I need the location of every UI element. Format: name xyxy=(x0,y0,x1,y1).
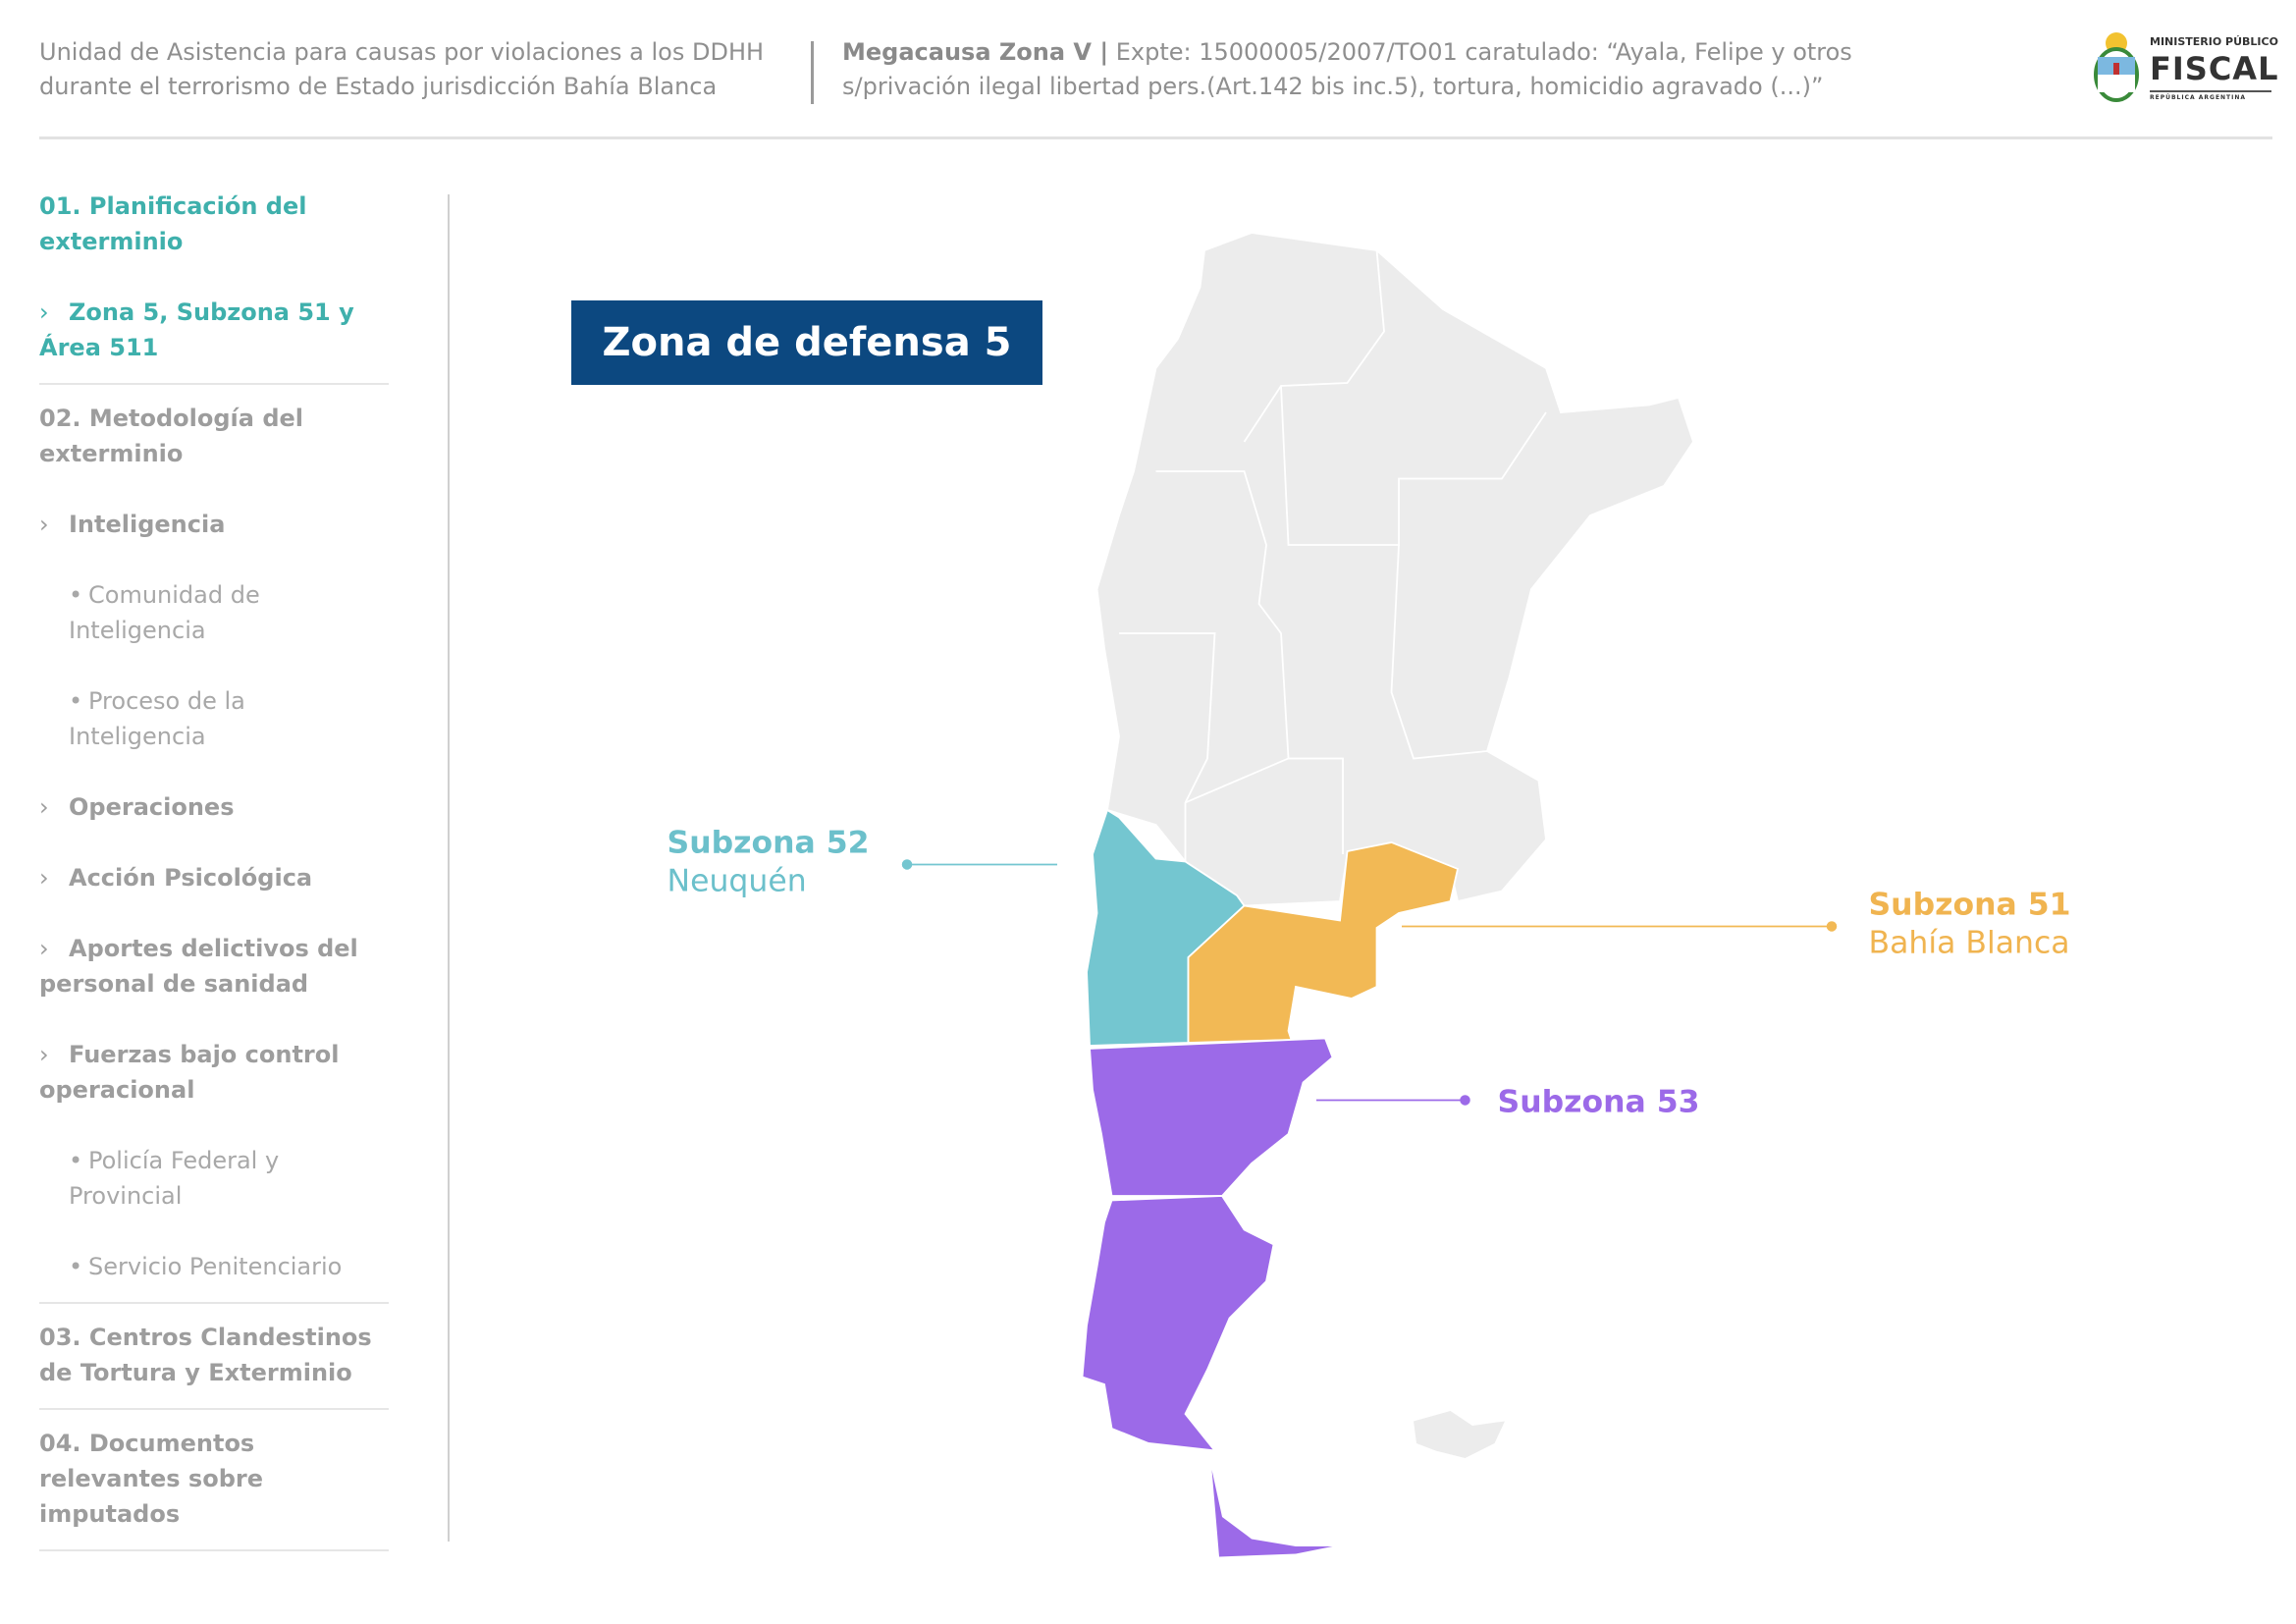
divider xyxy=(39,383,389,385)
malvinas-islands xyxy=(1414,1410,1506,1458)
header-rule xyxy=(39,136,2272,139)
unit-title: Unidad de Asistencia para causas por vio… xyxy=(39,35,805,104)
divider xyxy=(39,1549,389,1551)
case-title: Megacausa Zona V | Expte: 15000005/2007/… xyxy=(842,35,1971,104)
coat-of-arms-icon xyxy=(2094,32,2139,102)
nav-section-02[interactable]: 02. Metodología del exterminio xyxy=(39,405,304,467)
ministerio-fiscal-logo: MINISTERIO PÚBLICO FISCAL REPÚBLICA ARGE… xyxy=(2089,29,2285,110)
chevron-right-icon: › xyxy=(39,935,49,962)
subzona-53-santa-cruz[interactable] xyxy=(1081,1195,1275,1452)
divider xyxy=(39,1408,389,1410)
chevron-right-icon: › xyxy=(39,511,49,538)
logo-line3: REPÚBLICA ARGENTINA xyxy=(2150,90,2271,102)
logo-line1: MINISTERIO PÚBLICO xyxy=(2150,35,2278,48)
divider xyxy=(39,1302,389,1304)
nav-subitem-policia[interactable]: • Policía Federal y Provincial xyxy=(69,1147,280,1210)
nav-subitem-proceso[interactable]: • Proceso de la Inteligencia xyxy=(69,687,245,750)
nav-subitem-servicio[interactable]: • Servicio Penitenciario xyxy=(69,1253,343,1280)
case-line1: Expte: 15000005/2007/TO01 caratulado: “A… xyxy=(1108,38,1852,66)
subzona-53-tierra-del-fuego[interactable] xyxy=(1211,1469,1333,1557)
nav-section-01[interactable]: 01. Planificación del exterminio xyxy=(39,192,307,255)
subzona-52-dot xyxy=(901,859,913,870)
subzona-51-label: Subzona 51 xyxy=(1869,887,2071,922)
nav-item-operaciones[interactable]: › Operaciones xyxy=(39,789,389,825)
case-line2: s/privación ilegal libertad pers.(Art.14… xyxy=(842,73,1824,100)
sidebar-nav: 01. Planificación del exterminio › Zona 5… xyxy=(39,189,389,1567)
map-title: Zona de defensa 5 xyxy=(571,300,1042,385)
nav-section-03[interactable]: 03. Centros Clandestinos de Tortura y Ex… xyxy=(39,1324,372,1386)
header-divider xyxy=(811,41,814,104)
subzona-51-place: Bahía Blanca xyxy=(1869,925,2070,960)
nav-item-inteligencia[interactable]: › Inteligencia xyxy=(39,507,389,542)
chevron-right-icon: › xyxy=(39,298,49,326)
chevron-right-icon: › xyxy=(39,1041,49,1068)
nav-subitem-comunidad[interactable]: • Comunidad de Inteligencia xyxy=(69,581,260,644)
subzona-51-dot xyxy=(1826,921,1838,932)
sidebar-divider xyxy=(448,194,450,1542)
nav-item-zona5[interactable]: › Zona 5, Subzona 51 y Área 511 xyxy=(39,295,389,365)
map-region-north xyxy=(1095,232,1695,907)
chevron-right-icon: › xyxy=(39,793,49,821)
logo-line2: FISCAL xyxy=(2150,50,2279,87)
nav-section-04[interactable]: 04. Documentos relevantes sobre imputado… xyxy=(39,1430,263,1528)
subzona-52-place: Neuquén xyxy=(667,863,807,898)
subzona-52-label: Subzona 52 xyxy=(667,825,870,860)
nav-item-fuerzas[interactable]: › Fuerzas bajo control operacional xyxy=(39,1037,389,1108)
nav-item-aportes[interactable]: › Aportes delictivos del personal de sani… xyxy=(39,931,389,1001)
province-borders xyxy=(1119,249,1547,862)
case-name: Megacausa Zona V | xyxy=(842,38,1109,66)
unit-title-line2: durante el terrorismo de Estado jurisdic… xyxy=(39,73,718,100)
nav-item-accion-psicologica[interactable]: › Acción Psicológica xyxy=(39,860,389,895)
chevron-right-icon: › xyxy=(39,864,49,892)
unit-title-line1: Unidad de Asistencia para causas por vio… xyxy=(39,38,765,66)
subzona-53-label: Subzona 53 xyxy=(1498,1084,1700,1119)
subzona-53-dot xyxy=(1460,1095,1470,1106)
subzona-53-chubut[interactable] xyxy=(1089,1037,1334,1197)
